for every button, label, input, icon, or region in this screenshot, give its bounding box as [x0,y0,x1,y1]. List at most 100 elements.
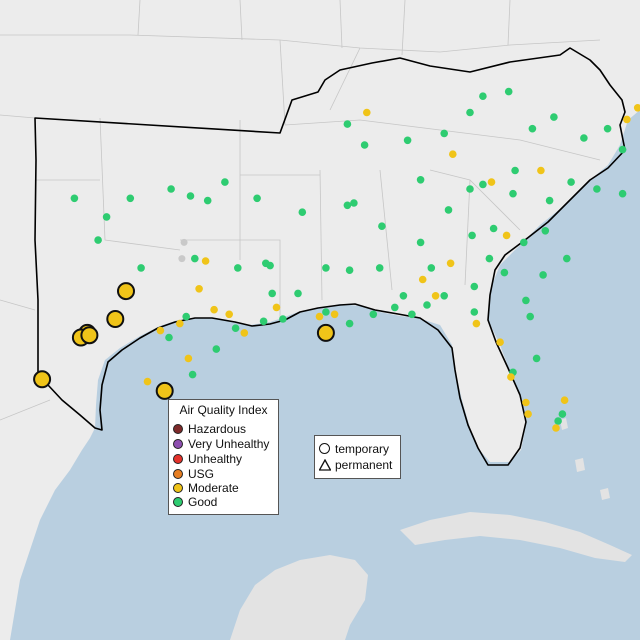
station-good[interactable] [182,312,190,321]
station-moderate[interactable] [201,257,210,265]
station-good[interactable] [526,312,534,321]
station-good[interactable] [444,206,453,214]
station-unrated[interactable] [180,238,188,246]
station-good[interactable] [322,308,330,316]
station-moderate[interactable] [184,354,193,363]
station-good[interactable] [545,196,554,205]
station-good[interactable] [440,292,449,300]
station-good[interactable] [102,213,111,221]
station-good[interactable] [504,87,513,96]
station-good[interactable] [423,301,431,309]
station-good[interactable] [485,254,494,263]
station-good[interactable] [343,120,352,128]
station-good[interactable] [408,310,416,319]
station-moderate[interactable] [633,104,640,112]
station-good[interactable] [416,176,425,184]
station-good[interactable] [259,317,268,326]
station-moderate[interactable] [418,275,427,284]
station-good[interactable] [539,271,547,279]
station-good[interactable] [563,254,571,263]
station-good[interactable] [468,231,476,240]
station-good[interactable] [550,113,558,121]
station-good[interactable] [479,92,487,100]
station-moderate[interactable] [496,338,504,347]
station-good[interactable] [466,108,474,117]
station-moderate[interactable] [315,312,324,321]
station-moderate[interactable] [195,285,203,293]
station-good[interactable] [298,208,307,216]
station-moderate-temporary[interactable] [80,326,99,345]
station-good[interactable] [427,264,436,272]
station-good[interactable] [567,178,575,186]
station-good[interactable] [167,185,175,193]
station-good[interactable] [186,192,195,200]
station-good[interactable] [470,308,479,316]
station-good[interactable] [188,370,197,379]
station-good[interactable] [522,296,530,305]
station-good[interactable] [399,292,408,300]
station-moderate[interactable] [449,150,457,158]
station-good[interactable] [391,303,399,312]
station-moderate-temporary[interactable] [117,282,135,301]
station-moderate[interactable] [560,396,569,405]
station-moderate[interactable] [472,319,481,328]
station-moderate[interactable] [522,398,530,407]
station-moderate[interactable] [487,178,496,186]
station-moderate[interactable] [363,108,371,117]
station-moderate[interactable] [623,115,631,124]
station-good[interactable] [470,282,479,291]
station-good[interactable] [532,354,541,363]
station-good[interactable] [603,124,612,133]
station-good[interactable] [558,410,567,418]
station-good[interactable] [350,199,358,207]
station-moderate[interactable] [552,424,560,432]
station-good[interactable] [343,201,352,210]
station-moderate[interactable] [240,329,249,337]
station-moderate[interactable] [225,310,233,319]
station-good[interactable] [253,194,261,203]
station-good[interactable] [500,268,509,277]
station-good[interactable] [528,124,537,133]
station-good[interactable] [580,134,588,142]
station-moderate[interactable] [176,319,184,328]
station-good[interactable] [203,196,212,205]
station-good[interactable] [466,185,474,193]
station-good[interactable] [378,222,386,230]
station-good[interactable] [511,166,519,175]
station-moderate[interactable] [431,292,440,300]
station-good[interactable] [369,310,378,319]
station-good[interactable] [375,264,384,272]
station-moderate-temporary[interactable] [106,310,125,328]
station-moderate[interactable] [210,305,218,314]
station-moderate[interactable] [524,410,532,418]
station-moderate-temporary[interactable] [316,323,335,342]
station-good[interactable] [126,194,135,203]
station-good[interactable] [294,289,302,298]
station-good[interactable] [541,227,550,235]
station-moderate-temporary[interactable] [155,381,174,400]
station-good[interactable] [416,238,425,247]
station-good[interactable] [520,238,528,247]
station-good[interactable] [554,417,562,425]
station-moderate-temporary[interactable] [33,370,52,389]
station-good[interactable] [221,178,229,186]
station-moderate[interactable] [330,310,339,319]
station-moderate[interactable] [143,377,152,386]
station-good[interactable] [360,141,369,149]
station-good[interactable] [234,264,242,272]
station-good[interactable] [137,264,145,272]
station-good[interactable] [618,145,627,154]
station-moderate[interactable] [537,166,545,175]
station-good[interactable] [345,266,354,275]
station-good[interactable] [593,185,601,193]
station-good[interactable] [345,319,354,328]
station-good[interactable] [440,129,449,138]
station-good[interactable] [212,345,221,353]
station-good[interactable] [231,324,240,333]
station-good[interactable] [94,236,102,244]
station-good[interactable] [262,259,270,268]
station-moderate[interactable] [502,231,511,240]
station-good[interactable] [489,224,498,233]
station-good[interactable] [509,189,517,198]
station-good[interactable] [322,264,330,272]
